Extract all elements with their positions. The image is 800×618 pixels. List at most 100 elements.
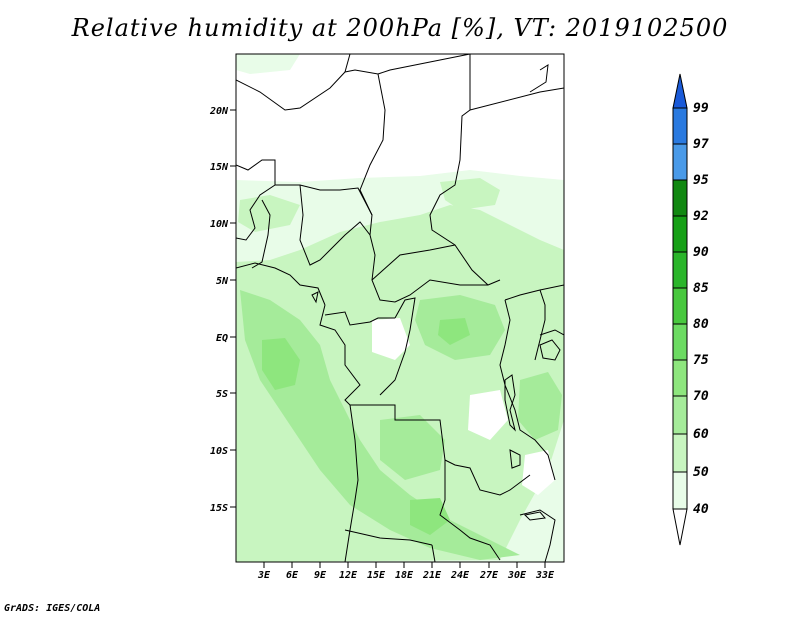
- border-path: [539, 329, 564, 336]
- lat-tick-label: 10S: [210, 446, 228, 457]
- colorbar-segment: [672, 215, 688, 253]
- island-path: [311, 291, 319, 304]
- border-path: [324, 311, 395, 326]
- lon-tick-label: 3E: [257, 570, 271, 581]
- lat-tick: 10S: [210, 446, 236, 457]
- shade-spot-south: [410, 498, 450, 535]
- colorbar-bottom-arrow: [672, 508, 688, 546]
- border-path: [499, 299, 556, 481]
- lon-tick: 18E: [395, 562, 414, 581]
- lat-tick: 5N: [216, 276, 236, 287]
- colorbar-label: 50: [693, 465, 709, 480]
- lon-tick-label: 18E: [395, 570, 414, 581]
- lat-tick-label: 5S: [216, 389, 228, 400]
- lake-path: [509, 449, 521, 469]
- shade-patch-north: [236, 54, 300, 74]
- lon-tick: 6E: [286, 562, 299, 581]
- lat-tick: 10N: [210, 219, 236, 230]
- border-path: [504, 289, 546, 361]
- border-path: [371, 244, 456, 281]
- lat-tick: 15S: [210, 503, 236, 514]
- lon-tick-label: 21E: [422, 570, 442, 581]
- border-path: [344, 529, 433, 546]
- dry-patch-b: [468, 390, 508, 440]
- colorbar-segment: [672, 143, 688, 181]
- lake-path: [504, 374, 516, 432]
- border-path: [539, 284, 564, 291]
- lake-path: [523, 511, 546, 521]
- colorbar-segment: [672, 323, 688, 361]
- lon-tick: 21E: [422, 562, 442, 581]
- lat-tick: EQ: [216, 333, 236, 344]
- lon-tick-label: 15E: [367, 570, 386, 581]
- colorbar-segment: [672, 433, 688, 473]
- colorbar-segment: [672, 107, 688, 145]
- colorbar-label: 99: [693, 101, 709, 116]
- border-path: [429, 54, 501, 286]
- lon-tick: 12E: [339, 562, 358, 581]
- border-path: [319, 304, 531, 496]
- lon-tick: 15E: [367, 562, 386, 581]
- shade-spot-coast: [262, 338, 300, 390]
- lon-tick-label: 33E: [535, 570, 555, 581]
- shade-band-60: [240, 290, 520, 560]
- lat-tick-label: EQ: [216, 333, 228, 344]
- border-path: [236, 54, 471, 111]
- island-path: [529, 64, 549, 93]
- lat-tick-label: 15S: [210, 503, 228, 514]
- border-path: [236, 159, 276, 241]
- lon-tick: 33E: [535, 562, 555, 581]
- lon-tick: 24E: [450, 562, 470, 581]
- lon-tick: 9E: [314, 562, 327, 581]
- colorbar-label: 85: [693, 281, 709, 296]
- lon-tick-label: 27E: [479, 570, 499, 581]
- lon-tick-label: 24E: [450, 570, 470, 581]
- border-path: [344, 404, 359, 562]
- lon-tick-label: 9E: [314, 570, 327, 581]
- shade-patch-south: [380, 415, 445, 480]
- colorbar-label: 75: [693, 353, 709, 368]
- border-path: [236, 262, 326, 306]
- colorbar-label: 95: [693, 173, 709, 188]
- border-path: [299, 184, 488, 303]
- colorbar-label: 90: [693, 245, 709, 260]
- colorbar-label: 70: [693, 389, 709, 404]
- colorbar-label: 80: [693, 317, 709, 332]
- colorbar-label: 97: [693, 137, 709, 152]
- colorbar-label: 40: [693, 502, 709, 517]
- border-path: [379, 297, 416, 396]
- colorbar-segment: [672, 471, 688, 510]
- lake-path: [539, 339, 561, 361]
- colorbar-segment: [672, 395, 688, 435]
- dry-patch-a: [372, 318, 410, 360]
- lon-tick: 30E: [507, 562, 527, 581]
- lat-tick-label: 5N: [216, 276, 229, 287]
- dry-patch-c: [522, 450, 555, 495]
- colorbar: 99 97 95 92 90 85 80 75 70 60 50 40: [672, 73, 709, 546]
- map-frame: [235, 53, 565, 563]
- lon-tick-label: 12E: [339, 570, 358, 581]
- lon-tick: 27E: [479, 562, 499, 581]
- colorbar-segment: [672, 179, 688, 217]
- border-path: [431, 544, 436, 562]
- colorbar-segment: [672, 287, 688, 325]
- border-path: [275, 184, 373, 216]
- border-path: [519, 509, 556, 562]
- lat-tick-label: 15N: [210, 162, 229, 173]
- longitude-axis: 3E 6E 9E 12E 15E 18E 21E 24E 27E 30E 33E: [257, 562, 555, 581]
- border-path: [469, 87, 564, 111]
- chart-title: Relative humidity at 200hPa [%], VT: 201…: [71, 14, 729, 42]
- border-path: [439, 460, 501, 561]
- latitude-axis: 20N 15N 10N 5N EQ 5S 10S 15S: [209, 106, 236, 514]
- shade-patch-ne: [440, 178, 500, 210]
- lat-tick: 15N: [210, 162, 236, 173]
- border-path: [344, 54, 351, 73]
- colorbar-label: 92: [693, 209, 709, 224]
- shade-patch-east: [518, 372, 562, 440]
- colorbar-top-arrow: [672, 73, 688, 109]
- colorbar-segment: [672, 359, 688, 397]
- colorbar-label: 60: [693, 427, 709, 442]
- lon-tick: 3E: [257, 562, 271, 581]
- colorbar-segment: [672, 251, 688, 289]
